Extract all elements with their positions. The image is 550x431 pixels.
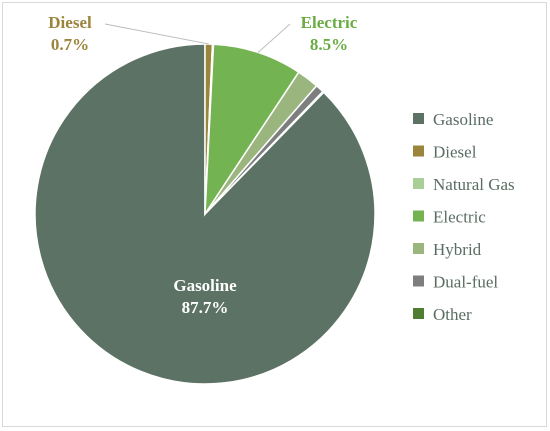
legend-swatch-other — [413, 308, 424, 319]
data-label-diesel-value: 0.7% — [51, 35, 89, 54]
legend-swatch-natural-gas — [413, 178, 424, 189]
legend-label-hybrid: Hybrid — [433, 240, 482, 259]
legend-swatch-gasoline — [413, 113, 424, 124]
legend-label-dual-fuel: Dual-fuel — [433, 273, 498, 292]
leader-lines — [104, 23, 291, 53]
chart-frame — [2, 2, 547, 427]
legend-label-gasoline: Gasoline — [433, 110, 493, 129]
data-label-electric-name: Electric — [301, 13, 358, 32]
legend-swatch-dual-fuel — [413, 275, 424, 287]
legend-label-diesel: Diesel — [433, 143, 477, 162]
leader-line-diesel — [104, 23, 209, 45]
legend-label-electric: Electric — [433, 208, 486, 227]
data-label-electric-value: 8.5% — [310, 35, 348, 54]
data-label-diesel-name: Diesel — [48, 13, 92, 32]
data-labels: Diesel 0.7% Electric 8.5% Gasoline 87.7% — [48, 13, 357, 317]
legend: Gasoline Diesel Natural Gas Electric Hybrid D… — [413, 110, 515, 324]
pie-slices — [34, 43, 376, 385]
data-label-gasoline-name: Gasoline — [173, 276, 237, 295]
legend-swatch-diesel — [413, 145, 424, 157]
pie-slice-electric — [204, 43, 300, 217]
legend-swatch-electric — [413, 210, 424, 222]
leader-line-electric — [257, 23, 291, 53]
legend-swatch-hybrid — [413, 243, 424, 254]
legend-label-other: Other — [433, 305, 472, 324]
data-label-gasoline-value: 87.7% — [182, 298, 229, 317]
legend-label-natural-gas: Natural Gas — [433, 175, 515, 194]
pie-slice-other — [204, 90, 325, 215]
